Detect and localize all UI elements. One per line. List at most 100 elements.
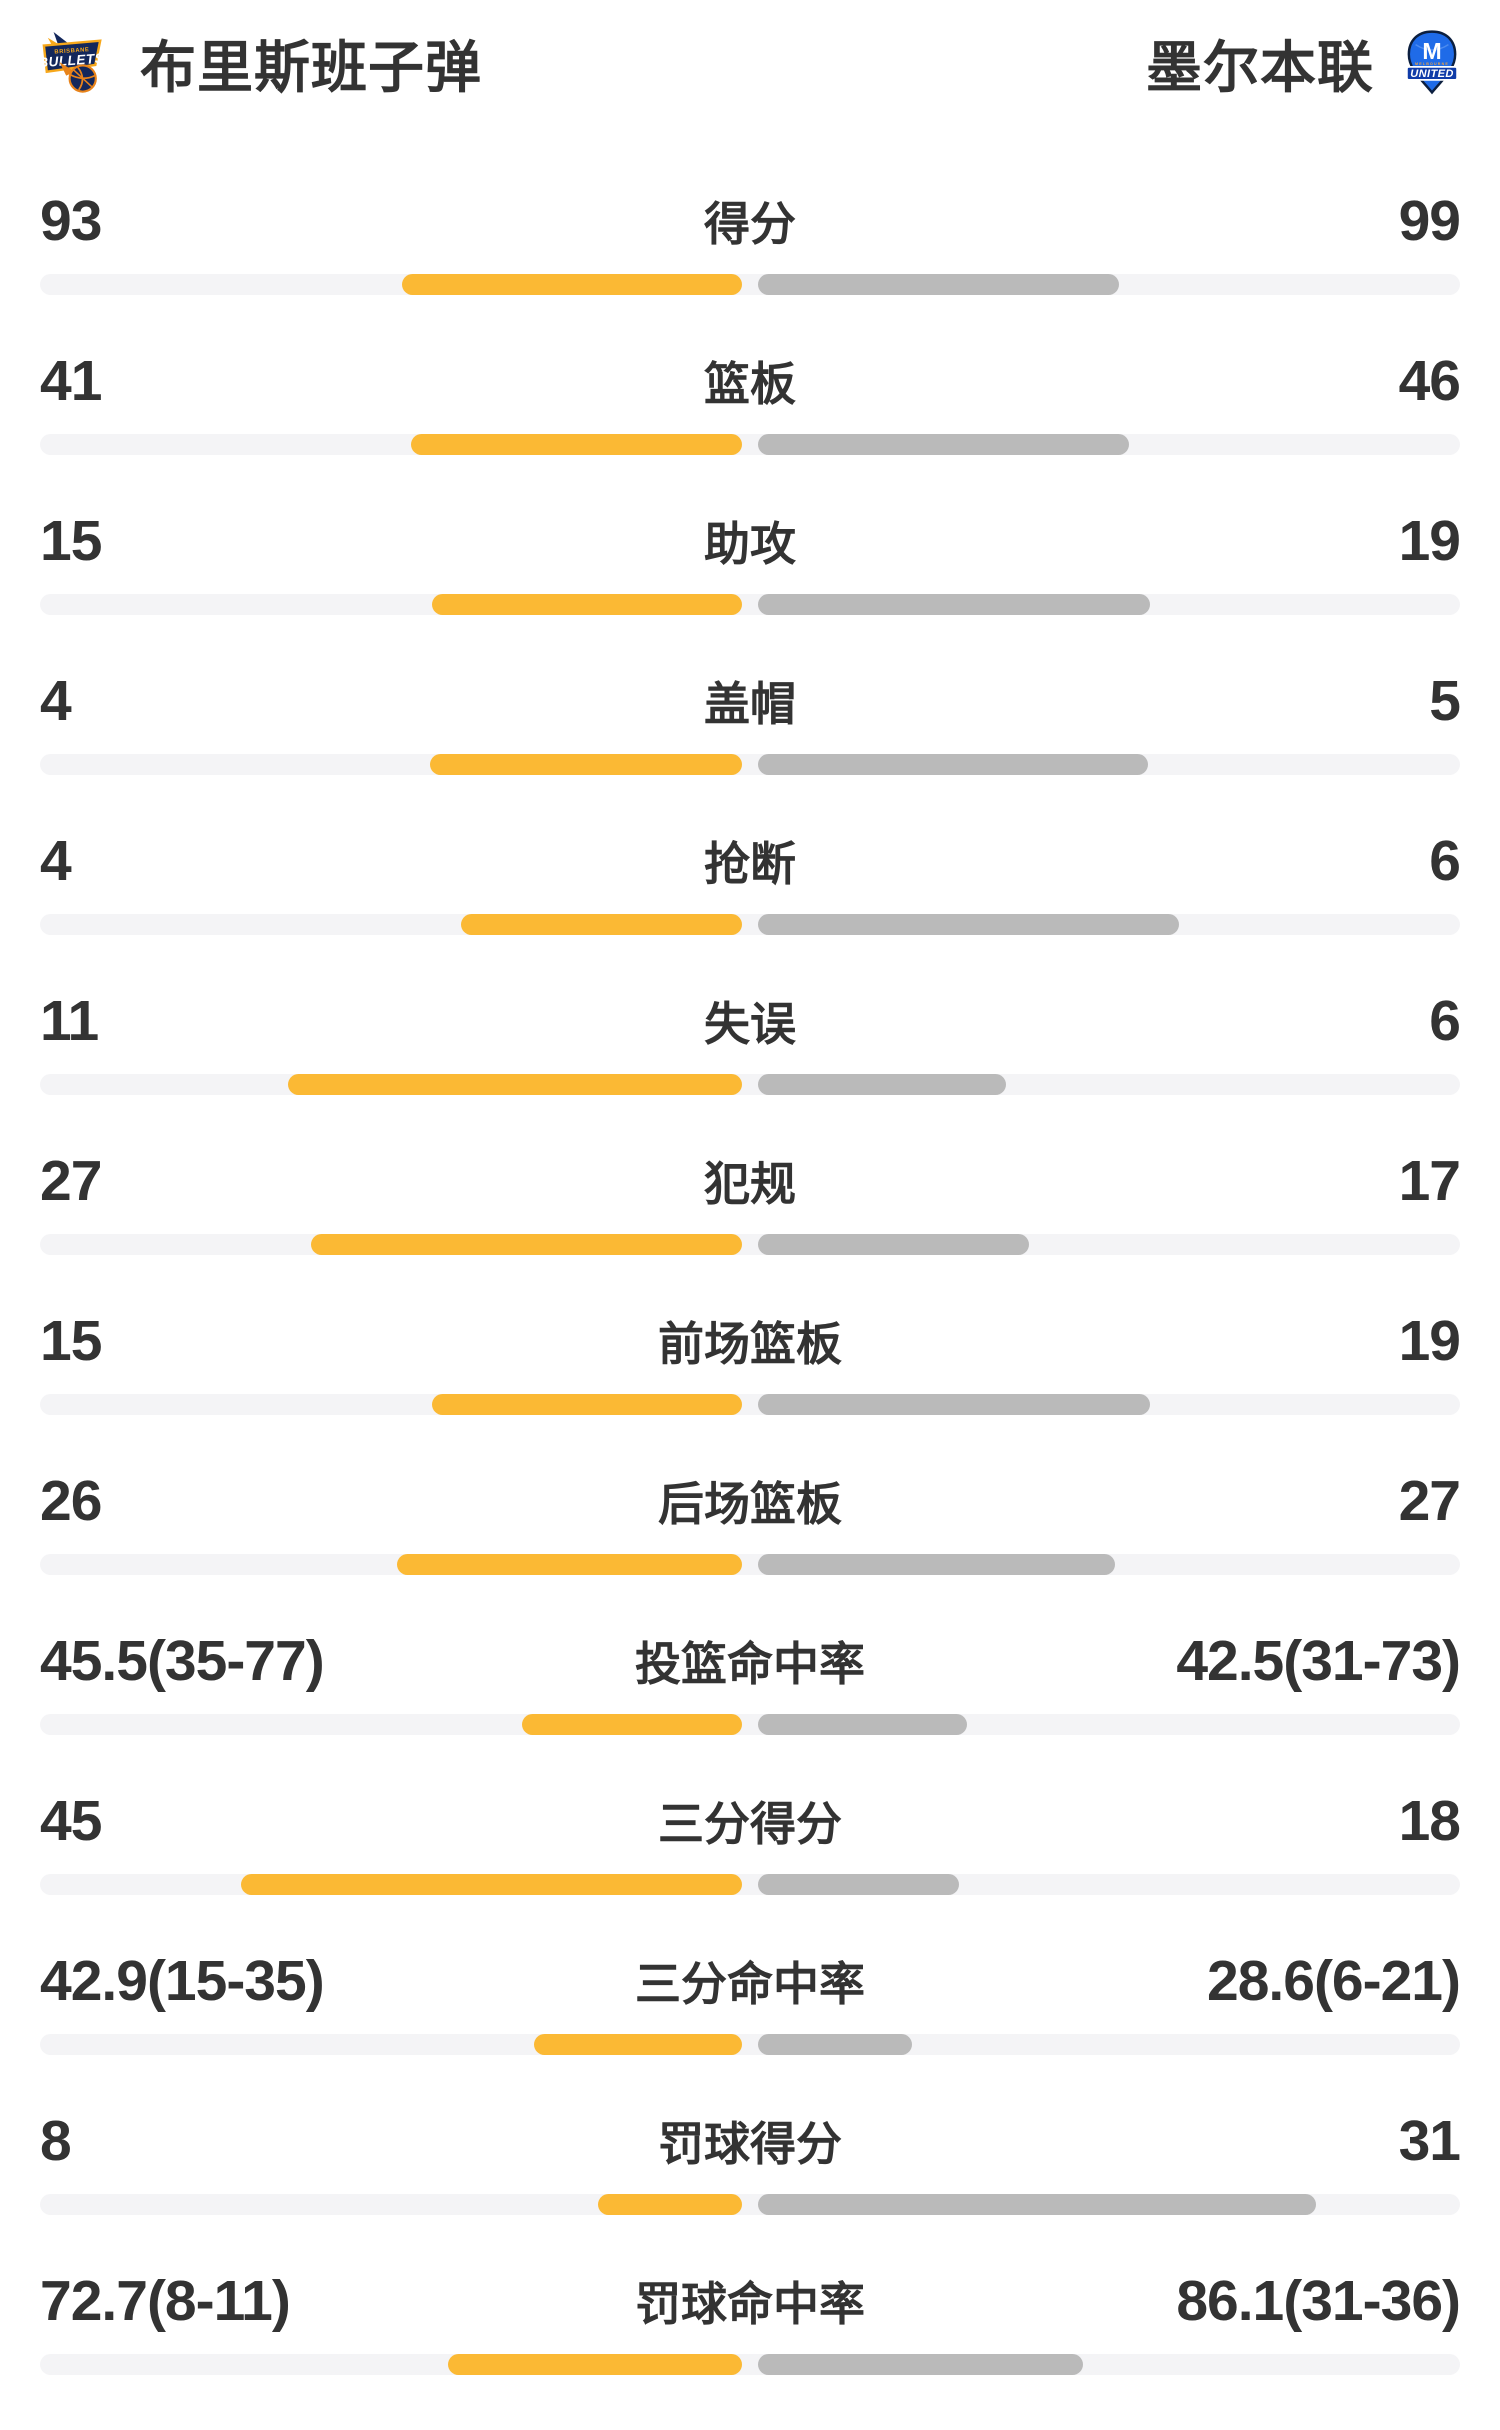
home-bar-area [40, 914, 750, 935]
stat-label: 三分得分 [658, 1798, 842, 1850]
stat-bar-track [40, 914, 1460, 935]
stat-bar-track [40, 594, 1460, 615]
home-value: 42.9(15-35) [40, 1949, 325, 2013]
home-bar [397, 1554, 742, 1575]
home-bar-area [40, 274, 750, 295]
stat-label: 篮板 [704, 358, 796, 410]
home-bar-area [40, 2354, 750, 2375]
stat-label: 助攻 [704, 518, 796, 570]
away-bar-area [750, 1234, 1460, 1255]
home-value: 72.7(8-11) [40, 2269, 291, 2333]
stat-bar-track [40, 1394, 1460, 1415]
away-bar-area [750, 914, 1460, 935]
stat-bar-track [40, 2354, 1460, 2375]
home-team-logo: BRISBANE BULLETS [40, 31, 105, 93]
away-bar-area [750, 754, 1460, 775]
stat-label: 三分命中率 [635, 1958, 865, 2010]
home-team: BRISBANE BULLETS 布里斯班子弹 [40, 23, 482, 104]
home-value: 26 [40, 1469, 102, 1533]
away-value: 19 [1398, 509, 1461, 573]
away-bar [758, 1874, 959, 1895]
home-value: 15 [40, 1309, 102, 1373]
away-bar-area [750, 594, 1460, 615]
away-bar [758, 1714, 968, 1735]
away-bar-area [750, 1714, 1460, 1735]
away-value: 17 [1398, 1149, 1461, 1213]
stat-label: 后场篮板 [658, 1478, 842, 1530]
logo-text-city: MELBOURNE [1415, 62, 1449, 66]
away-bar [758, 2034, 912, 2055]
home-bar-area [40, 1074, 750, 1095]
logo-ball-curve [1415, 44, 1449, 51]
away-bar [758, 434, 1129, 455]
stat-bar-track [40, 434, 1460, 455]
home-value: 27 [40, 1149, 102, 1213]
stat-label: 盖帽 [704, 678, 796, 730]
home-value: 93 [40, 189, 102, 253]
home-bar [432, 1394, 742, 1415]
logo-banner [1406, 65, 1458, 81]
away-bar [758, 914, 1180, 935]
home-bar [287, 1074, 742, 1095]
home-bar-area [40, 434, 750, 455]
home-value: 4 [40, 829, 72, 893]
logo-monogram: M [1422, 38, 1441, 64]
stat-row-3: 15 助攻 19 [40, 509, 1461, 615]
away-bar-area [750, 2194, 1460, 2215]
home-team-name: 布里斯班子弹 [140, 35, 482, 99]
away-bar-area [750, 434, 1460, 455]
away-value: 6 [1429, 829, 1461, 893]
stat-row-4: 4 盖帽 5 [40, 669, 1461, 775]
stat-row-12: 42.9(15-35) 三分命中率 28.6(6-21) [40, 1949, 1461, 2055]
logo-text-city: BRISBANE [54, 47, 89, 55]
home-value: 45.5(35-77) [40, 1629, 325, 1693]
away-bar-area [750, 1394, 1460, 1415]
stat-label: 抢断 [704, 838, 796, 890]
away-value: 86.1(31-36) [1176, 2269, 1461, 2333]
stat-row-7: 27 犯规 17 [40, 1149, 1461, 1255]
away-value: 46 [1398, 349, 1461, 413]
home-bar-area [40, 1714, 750, 1735]
stat-bar-track [40, 1714, 1460, 1735]
home-bar [432, 594, 742, 615]
stat-label: 犯规 [704, 1158, 796, 1210]
away-team: 墨尔本联 M MELBOURNE UNITED [1146, 23, 1460, 104]
away-bar-area [750, 274, 1460, 295]
stat-row-2: 41 篮板 46 [40, 349, 1461, 455]
away-bar [758, 1554, 1116, 1575]
away-value: 28.6(6-21) [1207, 1949, 1461, 2013]
home-value: 45 [40, 1789, 102, 1853]
home-bar-area [40, 1554, 750, 1575]
stat-bar-track [40, 754, 1460, 775]
home-bar-area [40, 2034, 750, 2055]
away-bar [758, 274, 1119, 295]
home-bar [522, 1714, 742, 1735]
away-bar-area [750, 2034, 1460, 2055]
home-bar-area [40, 1234, 750, 1255]
stat-label: 失误 [704, 998, 796, 1050]
home-bar [598, 2194, 742, 2215]
stat-bar-track [40, 1874, 1460, 1895]
home-bar [534, 2034, 742, 2055]
stat-label: 罚球命中率 [635, 2278, 865, 2330]
logo-banner [42, 39, 102, 74]
away-value: 42.5(31-73) [1176, 1629, 1461, 1693]
home-bar [447, 2354, 742, 2375]
stat-row-9: 26 后场篮板 27 [40, 1469, 1461, 1575]
stat-label: 前场篮板 [658, 1318, 842, 1370]
away-bar [758, 1074, 1006, 1095]
home-value: 4 [40, 669, 72, 733]
away-team-logo: M MELBOURNE UNITED [1406, 30, 1458, 95]
stat-bar-track [40, 1074, 1460, 1095]
away-bar [758, 2354, 1084, 2375]
away-value: 18 [1398, 1789, 1461, 1853]
stat-bar-track [40, 2194, 1460, 2215]
home-value: 11 [40, 989, 99, 1053]
away-bar-area [750, 1554, 1460, 1575]
basketball-seam-3 [72, 69, 93, 88]
away-value: 99 [1398, 189, 1461, 253]
home-bar [240, 1874, 742, 1895]
stat-row-14: 72.7(8-11) 罚球命中率 86.1(31-36) [40, 2269, 1461, 2375]
away-bar-area [750, 1074, 1460, 1095]
away-bar-area [750, 2354, 1460, 2375]
